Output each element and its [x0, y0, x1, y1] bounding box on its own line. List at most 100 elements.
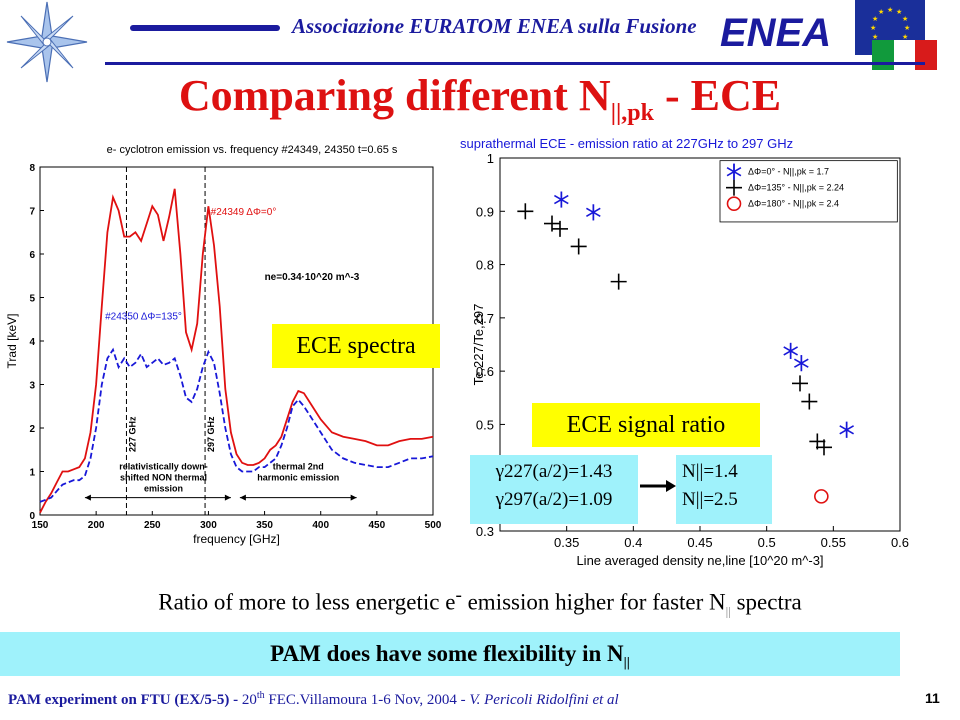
organization-name: Associazione EURATOM ENEA sulla Fusione	[292, 14, 697, 38]
svg-text:★: ★	[896, 8, 902, 16]
pam-bar-text: PAM does have some flexibility in N	[270, 641, 624, 666]
right-chart-legend	[719, 160, 898, 223]
region-label-nonthermal: relativistically down-	[119, 461, 208, 471]
x-tick-label: 0.45	[687, 535, 712, 550]
y-tick-label: 0.7	[476, 311, 494, 326]
ece-spectra-chart: e- cyclotron emission vs. frequency #243…	[5, 144, 442, 546]
thermal-range-arrow-head	[239, 494, 246, 501]
title-suffix: - ECE	[653, 71, 782, 120]
x-tick-label: 400	[312, 520, 329, 531]
italy-flag-icon	[872, 40, 937, 70]
pam-conclusion-bar: PAM does have some flexibility in N||	[0, 632, 900, 676]
svg-text:★: ★	[904, 24, 910, 32]
x-tick-label: 0.4	[624, 535, 642, 550]
ece-spectra-label: ECE spectra	[272, 324, 440, 368]
legend-entry: ΔΦ=180° - N||,pk = 2.4	[748, 199, 839, 209]
ece-signal-ratio-label: ECE signal ratio	[532, 403, 760, 447]
region-label-nonthermal: emission	[144, 483, 183, 493]
legend-entry: ΔΦ=135° - N||,pk = 2.24	[748, 183, 844, 193]
n-parallel-box: N||=1.4 N||=2.5	[676, 455, 772, 524]
left-chart-xlabel: frequency [GHz]	[193, 532, 280, 546]
pam-bar-sub: ||	[623, 655, 630, 671]
n-parallel-low: N||=2.5	[682, 489, 738, 510]
dphi180-point	[814, 489, 829, 504]
dphi135-point	[570, 238, 587, 255]
gamma-227: γ227(a/2)=1.43	[495, 461, 613, 482]
dphi135-point	[610, 273, 627, 290]
dphi135-point	[792, 375, 808, 392]
footer-conf-post: FEC.Villamoura 1-6 Nov, 2004 -	[264, 692, 470, 708]
page-number: 11	[925, 690, 940, 706]
title-main: Comparing different N	[178, 71, 611, 120]
n-parallel-high: N||=1.4	[682, 461, 738, 482]
left-chart-ylabel: Trad [keV]	[5, 314, 19, 369]
y-tick-label: 0.9	[476, 204, 494, 219]
svg-text:★: ★	[872, 33, 878, 41]
footer-experiment: PAM experiment on FTU (EX/5-5) -	[8, 692, 242, 708]
footer-authors: V. Pericoli Ridolfini et al	[469, 692, 619, 708]
nonthermal-range-arrow-head	[84, 494, 91, 501]
dphi0-point	[783, 342, 798, 359]
footer-conf-sup: th	[256, 690, 265, 701]
arrow-icon	[640, 480, 676, 492]
svg-text:★: ★	[878, 8, 884, 16]
title-subscript: ||,pk	[610, 100, 654, 126]
ratio-text-before: Ratio of more to less energetic e	[158, 589, 456, 615]
dphi135-point	[801, 393, 818, 410]
enea-logo-text: ENEA	[720, 11, 831, 54]
right-chart-title: suprathermal ECE - emission ratio at 227…	[460, 136, 793, 151]
right-chart-ylabel: Te,227/Te,297	[471, 304, 486, 386]
ratio-text-after: spectra	[730, 589, 802, 615]
footer-conf-pre: 20	[241, 692, 257, 708]
dphi0-point	[794, 355, 809, 372]
x-tick-label: 0.5	[758, 535, 776, 550]
y-tick-label: 5	[29, 294, 35, 305]
gamma-297: γ297(a/2)=1.09	[495, 489, 613, 510]
x-tick-label: 500	[425, 520, 442, 531]
x-tick-label: 0.6	[891, 535, 909, 550]
y-tick-label: 1	[29, 468, 35, 479]
series-label-24349: #24349 ΔΦ=0°	[211, 207, 277, 218]
legend-marker	[726, 196, 742, 211]
x-tick-label: 0.35	[554, 535, 579, 550]
x-tick-label: 200	[88, 520, 105, 531]
y-tick-label: 7	[29, 207, 35, 218]
x-tick-label: 300	[200, 520, 217, 531]
ratio-text-middle: emission higher for faster N	[461, 589, 726, 615]
y-tick-label: 0.6	[476, 364, 494, 379]
region-label-nonthermal: shifted NON thermal	[120, 472, 207, 482]
dphi135-point	[517, 203, 534, 220]
x-tick-label: 0.55	[821, 535, 846, 550]
footer: PAM experiment on FTU (EX/5-5) - 20th FE…	[8, 690, 619, 709]
y-tick-label: 8	[29, 163, 35, 174]
star-logo	[6, 1, 88, 83]
x-tick-label: 350	[256, 520, 273, 531]
region-label-thermal: harmonic emission	[257, 472, 339, 482]
header-rule	[105, 62, 925, 65]
dphi135-point	[816, 439, 832, 456]
y-tick-label: 4	[29, 337, 35, 348]
svg-text:★: ★	[872, 15, 878, 23]
ratio-statement: Ratio of more to less energetic e- emiss…	[0, 585, 960, 619]
svg-text:★: ★	[870, 24, 876, 32]
dphi0-point	[586, 204, 601, 221]
legend-marker	[726, 179, 742, 196]
slide-title: Comparing different N||,pk - ECE	[0, 70, 960, 127]
y-tick-label: 2	[29, 424, 35, 435]
emission-ratio-chart: suprathermal ECE - emission ratio at 227…	[460, 136, 909, 568]
y-tick-label: 0.3	[476, 524, 494, 539]
svg-text:★: ★	[902, 15, 908, 23]
header-accent-line	[130, 25, 280, 31]
dphi135-point	[552, 220, 568, 237]
ratio-text-sub: ||	[725, 603, 731, 619]
x-tick-label: 250	[144, 520, 161, 531]
region-label-thermal: thermal 2nd	[273, 461, 324, 471]
left-chart-title: e- cyclotron emission vs. frequency #243…	[107, 144, 398, 156]
series-line-24349	[39, 188, 434, 514]
y-tick-label: 1	[487, 151, 494, 166]
legend-entry: ΔΦ=0° - N||,pk = 1.7	[748, 167, 829, 177]
y-tick-label: 0.8	[476, 258, 494, 273]
svg-text:★: ★	[887, 6, 893, 14]
dphi0-point	[839, 421, 854, 438]
frequency-marker-label: 227 GHz	[127, 416, 137, 452]
